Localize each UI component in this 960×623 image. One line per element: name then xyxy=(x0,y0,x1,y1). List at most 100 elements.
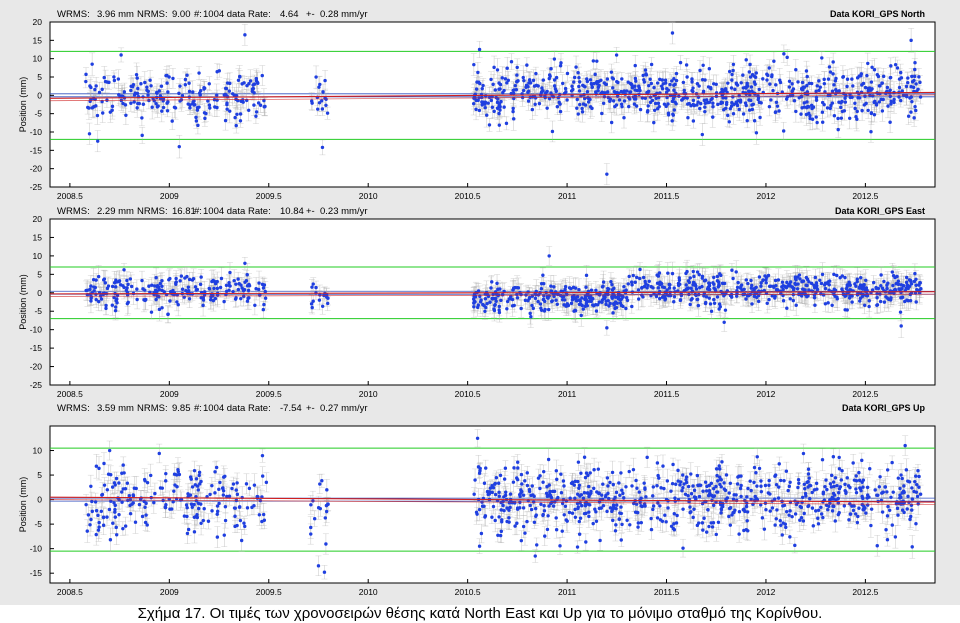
data-point xyxy=(831,72,835,76)
data-point xyxy=(170,119,174,123)
data-point xyxy=(848,95,852,100)
data-point xyxy=(515,73,519,77)
data-point xyxy=(899,70,903,75)
data-point xyxy=(317,85,321,89)
data-point xyxy=(652,108,657,112)
data-point xyxy=(899,98,903,103)
data-point xyxy=(124,113,128,117)
data-point xyxy=(554,89,558,93)
data-point xyxy=(820,110,825,114)
x-tick-label: 2008.5 xyxy=(57,389,83,399)
data-point xyxy=(691,119,696,123)
rate-pm: +- xyxy=(306,206,315,217)
data-point xyxy=(503,77,508,81)
data-point xyxy=(611,86,615,90)
data-point xyxy=(191,90,195,94)
data-point xyxy=(724,96,728,100)
data-point xyxy=(547,76,551,81)
data-point xyxy=(558,102,562,106)
data-point xyxy=(725,90,729,95)
data-point xyxy=(886,104,890,108)
data-point xyxy=(134,72,139,77)
data-point xyxy=(172,105,177,109)
data-point xyxy=(711,105,715,109)
data-point xyxy=(165,73,169,78)
data-point xyxy=(558,64,563,68)
data-point xyxy=(707,67,712,71)
data-point xyxy=(534,71,538,76)
data-point xyxy=(545,106,549,110)
data-point xyxy=(647,89,651,94)
data-point xyxy=(634,104,639,108)
data-point xyxy=(774,83,778,87)
data-point xyxy=(884,90,889,94)
data-point xyxy=(622,89,626,93)
data-point xyxy=(206,99,210,103)
data-point xyxy=(726,81,730,85)
data-point xyxy=(863,85,868,90)
data-point xyxy=(177,144,181,149)
data-point xyxy=(710,96,714,101)
data-point xyxy=(146,93,150,97)
data-point xyxy=(643,96,648,100)
data-point xyxy=(648,77,652,81)
data-point xyxy=(752,119,757,123)
data-point xyxy=(94,84,98,88)
data-point xyxy=(258,103,263,107)
data-point xyxy=(869,80,874,84)
data-point xyxy=(586,100,591,104)
x-tick-label: 2010 xyxy=(359,389,378,399)
data-point xyxy=(178,84,182,88)
data-point xyxy=(720,87,724,92)
data-point xyxy=(491,82,495,87)
data-point xyxy=(511,88,516,93)
data-point xyxy=(734,100,739,104)
data-point xyxy=(476,70,480,75)
data-point xyxy=(323,78,327,83)
data-point xyxy=(525,63,529,67)
data-point xyxy=(829,103,833,108)
y-tick-label: 0 xyxy=(37,288,42,298)
data-point xyxy=(703,105,707,109)
nrms-label: NRMS: xyxy=(137,9,168,20)
data-point xyxy=(801,87,805,92)
data-point xyxy=(480,86,484,91)
data-point xyxy=(828,70,833,74)
data-point xyxy=(509,91,513,96)
data-point xyxy=(691,98,696,103)
data-point xyxy=(749,98,753,103)
data-point xyxy=(132,100,136,104)
data-point xyxy=(572,80,576,84)
y-tick-label: 5 xyxy=(37,269,42,279)
data-point xyxy=(881,74,886,79)
figure-svg: WRMS: 3.96 mm NRMS: 9.00 #: 1004 data Rate: 4.6… xyxy=(18,9,936,597)
data-point xyxy=(526,85,530,89)
data-point xyxy=(749,85,754,89)
data-point xyxy=(897,95,901,99)
data-point xyxy=(87,132,92,136)
data-point xyxy=(723,87,728,91)
data-point xyxy=(248,79,253,83)
data-point xyxy=(254,114,258,118)
x-tick-label: 2009.5 xyxy=(256,389,282,399)
data-point xyxy=(725,100,729,105)
data-point xyxy=(192,103,196,107)
y-tick-label: -25 xyxy=(30,380,43,390)
data-point xyxy=(831,60,835,64)
data-point xyxy=(198,93,202,97)
data-point xyxy=(513,83,517,88)
data-point xyxy=(913,67,917,72)
data-point xyxy=(572,75,577,80)
data-point xyxy=(707,100,712,104)
data-point xyxy=(698,68,702,73)
data-point xyxy=(782,52,786,56)
data-point xyxy=(815,120,819,125)
rate-label: Rate: xyxy=(248,9,271,20)
x-tick-label: 2009 xyxy=(160,191,179,201)
data-point xyxy=(810,117,815,121)
rate-error: 0.23 mm/yr xyxy=(320,206,368,217)
data-point xyxy=(234,123,238,128)
data-point xyxy=(478,81,482,86)
data-point xyxy=(165,81,169,85)
data-point xyxy=(619,89,623,94)
